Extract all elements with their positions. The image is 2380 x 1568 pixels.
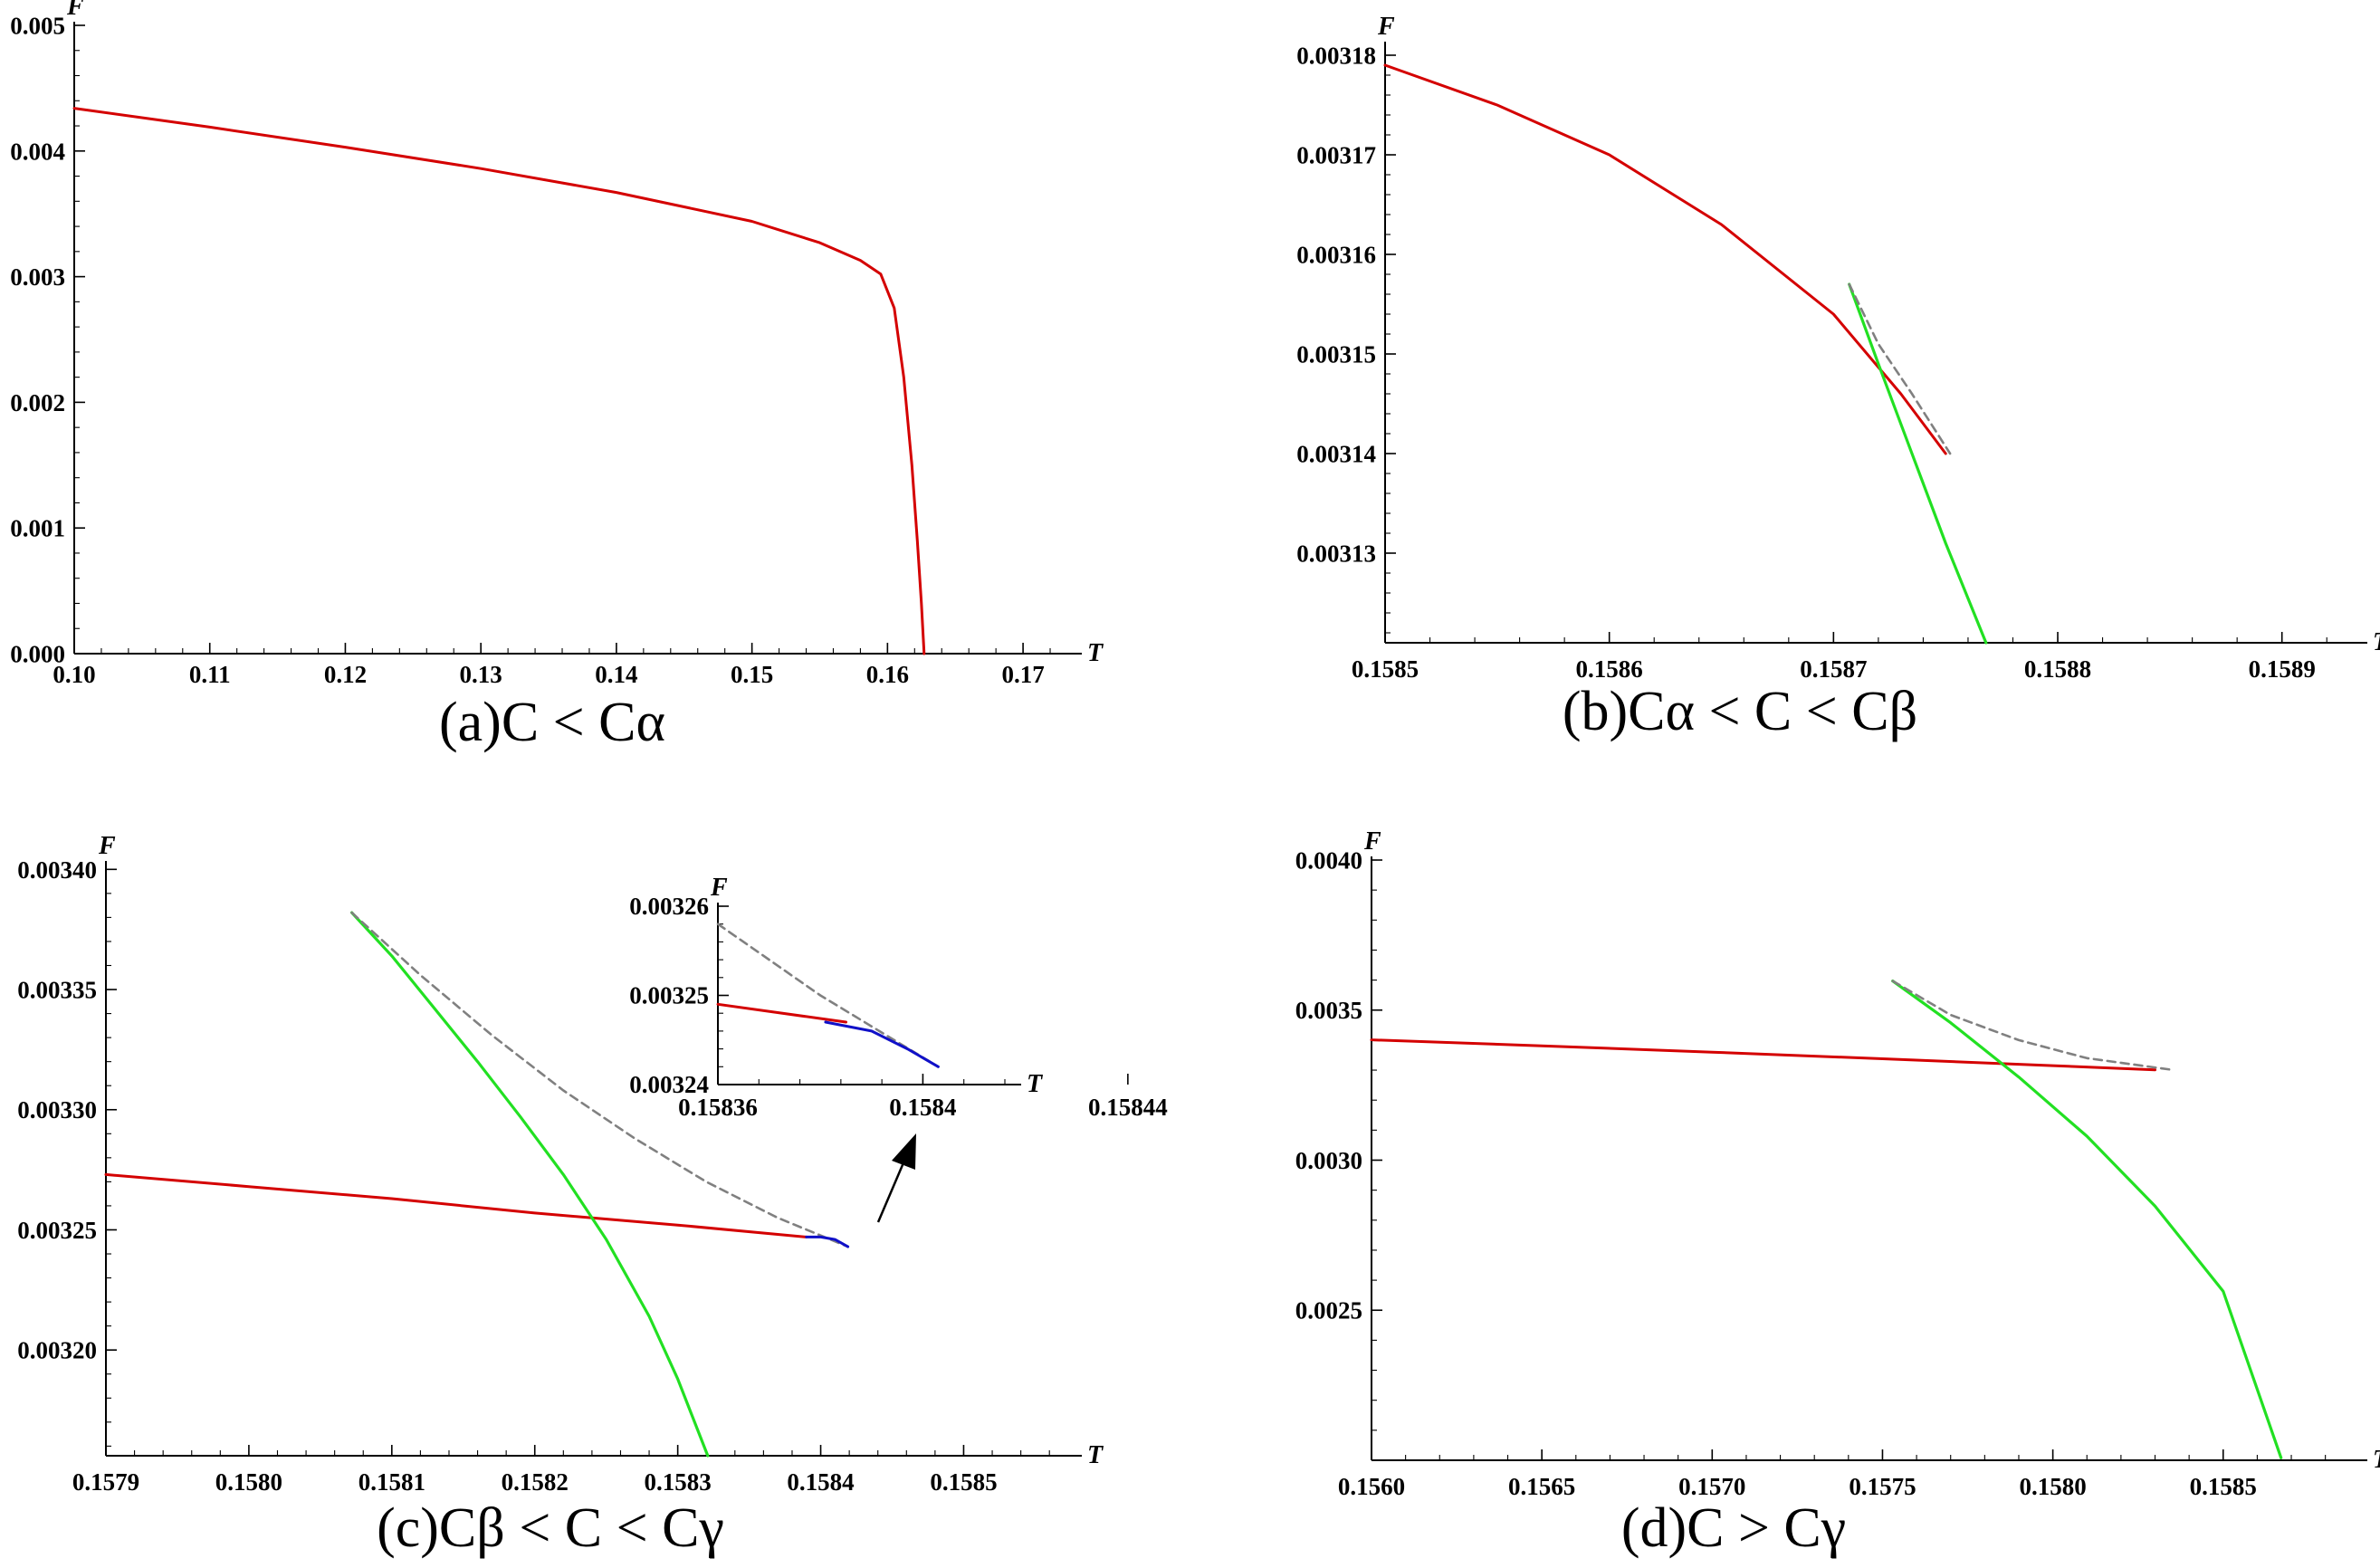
y-tick-label: 0.003 xyxy=(10,263,65,291)
x-tick-label: 0.1583 xyxy=(645,1468,712,1496)
x-axis-title: T xyxy=(1087,1441,1104,1469)
axes-b: 0.1585 0.1586 0.1587 0.1588 0.1589 0.00313 0.0… xyxy=(1296,13,2380,683)
x-tick-label: 0.15836 xyxy=(678,1094,758,1121)
series-d xyxy=(1370,979,2283,1459)
y-tick-label: 0.00318 xyxy=(1296,42,1376,69)
x-tick-label: 0.1585 xyxy=(1352,655,1419,683)
series-line-red xyxy=(716,1002,847,1024)
x-tick-label: 0.1575 xyxy=(1849,1473,1916,1500)
series-line-dashed xyxy=(716,923,940,1068)
y-tick-label: 0.0025 xyxy=(1295,1297,1362,1324)
y-tick-label: 0.00317 xyxy=(1296,141,1376,168)
y-tick-label: 0.0030 xyxy=(1295,1147,1362,1174)
x-tick-label: 0.1581 xyxy=(358,1468,425,1496)
panel-b: (b)Cα < C < Cβ 0.1585 0.1586 0.1587 0.1588 0… xyxy=(1296,13,2380,742)
y-tick-label: 0.005 xyxy=(10,12,65,39)
caption-d: (d)C > Cγ xyxy=(1621,1497,1846,1559)
y-axis-title: F xyxy=(1377,13,1395,41)
series-line-dashed xyxy=(1891,980,2174,1071)
y-tick-label: 0.0040 xyxy=(1295,846,1362,874)
y-tick-label: 0.00324 xyxy=(629,1071,709,1098)
x-tick-label: 0.10 xyxy=(53,661,95,688)
x-tick-label: 0.16 xyxy=(866,661,909,688)
x-tick-label: 0.12 xyxy=(324,661,367,688)
y-axis-title: F xyxy=(710,874,728,902)
y-axis-title: F xyxy=(66,0,84,21)
y-tick-label: 0.00326 xyxy=(629,893,709,920)
caption-c: (c)Cβ < C < Cγ xyxy=(377,1497,724,1559)
x-tick-label: 0.1565 xyxy=(1508,1473,1575,1500)
x-tick-label: 0.1579 xyxy=(72,1468,139,1496)
panel-a: (a)C < Cα 0.10 0.11 0.12 0.13 0.14 0.15 0.16 0.… xyxy=(10,0,1104,753)
y-tick-label: 0.00320 xyxy=(17,1337,97,1364)
panel-d: (d)C > Cγ 0.1560 0.1565 0.1570 0.1575 0.1580… xyxy=(1295,827,2380,1559)
x-tick-label: 0.17 xyxy=(1001,661,1044,688)
x-tick-label: 0.1588 xyxy=(2024,655,2091,683)
series-b xyxy=(1383,63,1988,645)
x-tick-label: 0.1580 xyxy=(2019,1473,2086,1500)
x-tick-label: 0.1584 xyxy=(787,1468,854,1496)
y-tick-label: 0.00325 xyxy=(17,1217,97,1244)
panel-c: (c)Cβ < C < Cγ 0.15836 0.1584 0.15844 0.003… xyxy=(17,832,1167,1559)
y-tick-label: 0.001 xyxy=(10,515,65,542)
y-tick-label: 0.000 xyxy=(10,640,65,667)
x-tick-label: 0.1587 xyxy=(1800,655,1867,683)
y-tick-label: 0.0035 xyxy=(1295,997,1362,1024)
y-tick-label: 0.004 xyxy=(10,138,65,165)
series-line-blue xyxy=(824,1020,940,1068)
x-tick-label: 0.11 xyxy=(189,661,231,688)
x-tick-label: 0.1582 xyxy=(502,1468,569,1496)
x-tick-label: 0.1570 xyxy=(1678,1473,1745,1500)
axes-a: 0.10 0.11 0.12 0.13 0.14 0.15 0.16 0.17 0.000 0.0… xyxy=(10,0,1104,688)
y-axis-title: F xyxy=(1363,827,1381,856)
x-axis-title: T xyxy=(1027,1070,1044,1098)
series-line-green xyxy=(1848,282,1988,645)
x-tick-label: 0.1586 xyxy=(1576,655,1643,683)
x-axis-title: T xyxy=(2373,1446,2380,1474)
x-tick-label: 0.14 xyxy=(595,661,637,688)
y-tick-label: 0.00313 xyxy=(1296,540,1376,567)
x-tick-label: 0.1585 xyxy=(2190,1473,2257,1500)
y-tick-label: 0.00340 xyxy=(17,856,97,884)
y-tick-label: 0.00335 xyxy=(17,976,97,1003)
x-axis-title: T xyxy=(1087,639,1104,667)
y-tick-label: 0.002 xyxy=(10,389,65,416)
axes-c: 0.1579 0.1580 0.1581 0.1582 0.1583 0.1584 0.15… xyxy=(17,832,1104,1496)
x-tick-label: 0.15844 xyxy=(1088,1094,1168,1121)
x-tick-label: 0.13 xyxy=(460,661,502,688)
series-line-blue xyxy=(805,1235,850,1248)
y-tick-label: 0.00315 xyxy=(1296,340,1376,368)
series-line-dashed xyxy=(350,911,849,1248)
y-tick-label: 0.00316 xyxy=(1296,241,1376,268)
x-tick-label: 0.1584 xyxy=(889,1094,956,1121)
x-tick-label: 0.1585 xyxy=(930,1468,997,1496)
series-line-red xyxy=(72,107,926,655)
x-tick-label: 0.1580 xyxy=(215,1468,282,1496)
x-tick-label: 0.1560 xyxy=(1338,1473,1405,1500)
series-a xyxy=(72,107,926,655)
y-tick-label: 0.00314 xyxy=(1296,440,1376,467)
y-axis-title: F xyxy=(98,832,116,860)
caption-b: (b)Cα < C < Cβ xyxy=(1563,681,1917,742)
caption-a: (a)C < Cα xyxy=(439,692,665,753)
series-line-green xyxy=(1891,979,2283,1459)
series-line-red xyxy=(1370,1038,2156,1072)
series-line-green xyxy=(350,911,710,1458)
series-line-dashed xyxy=(1848,282,1952,455)
inset-pointer-arrow xyxy=(876,1133,916,1223)
inset-c: 0.15836 0.1584 0.15844 0.00324 0.00325 0.0032… xyxy=(629,874,1167,1121)
axes-d: 0.1560 0.1565 0.1570 0.1575 0.1580 0.1585 0.00… xyxy=(1295,827,2380,1500)
x-axis-title: T xyxy=(2373,628,2380,656)
series-line-red xyxy=(1383,63,1947,455)
x-tick-label: 0.1589 xyxy=(2249,655,2316,683)
x-tick-label: 0.15 xyxy=(731,661,773,688)
series-line-red xyxy=(104,1172,808,1238)
y-tick-label: 0.00330 xyxy=(17,1096,97,1123)
series-c xyxy=(104,911,850,1458)
y-tick-label: 0.00325 xyxy=(629,982,709,1009)
